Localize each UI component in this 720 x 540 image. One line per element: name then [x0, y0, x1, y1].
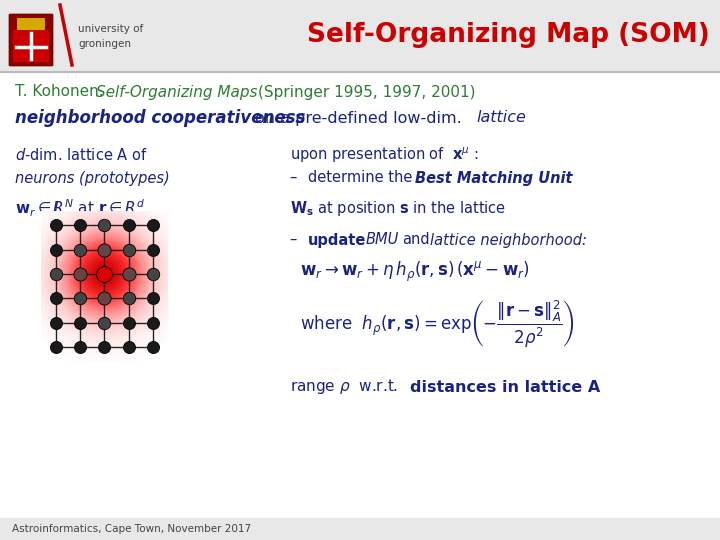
Text: T. Kohonen.: T. Kohonen.	[15, 84, 104, 99]
Text: neighborhood cooperativeness: neighborhood cooperativeness	[15, 109, 305, 127]
Point	[99, 294, 110, 303]
Point	[148, 221, 159, 230]
Point	[123, 245, 135, 254]
Text: upon presentation of  $\mathbf{x}^\mu$ :: upon presentation of $\mathbf{x}^\mu$ :	[290, 145, 479, 165]
Text: lattice neighborhood:: lattice neighborhood:	[430, 233, 587, 247]
Point	[123, 343, 135, 352]
Point	[148, 343, 159, 352]
Point	[74, 319, 86, 327]
Point	[148, 294, 159, 303]
Text: groningen: groningen	[78, 39, 131, 49]
Text: –: –	[290, 171, 302, 186]
Text: $\mathbf{w}_r \in I\!\!R^N$ at $\mathbf{r} \in I\!\!R^d$: $\mathbf{w}_r \in I\!\!R^N$ at $\mathbf{…	[15, 197, 145, 219]
Point	[50, 294, 61, 303]
Text: BMU: BMU	[366, 233, 400, 247]
FancyBboxPatch shape	[17, 18, 45, 30]
Point	[50, 221, 61, 230]
Point	[50, 245, 61, 254]
Text: Astroinformatics, Cape Town, November 2017: Astroinformatics, Cape Town, November 20…	[12, 524, 251, 534]
Point	[148, 269, 159, 278]
Point	[99, 221, 110, 230]
Text: and: and	[402, 233, 430, 247]
Text: university of: university of	[78, 24, 143, 34]
Point	[50, 343, 61, 352]
Point	[99, 245, 110, 254]
Text: range $\rho$  w.r.t.: range $\rho$ w.r.t.	[290, 377, 405, 396]
Point	[99, 343, 110, 352]
Text: (Springer 1995, 1997, 2001): (Springer 1995, 1997, 2001)	[258, 84, 475, 99]
Point	[74, 221, 86, 230]
Point	[148, 319, 159, 327]
Text: Self-Organizing Maps: Self-Organizing Maps	[96, 84, 258, 99]
Point	[123, 269, 135, 278]
Point	[99, 269, 110, 278]
Point	[99, 319, 110, 327]
Text: update: update	[308, 233, 366, 247]
Point	[74, 269, 86, 278]
Text: where  $h_\rho(\mathbf{r},\mathbf{s}) = \exp\!\left(-\dfrac{\|\mathbf{r}-\mathbf: where $h_\rho(\mathbf{r},\mathbf{s}) = \…	[300, 300, 575, 350]
Point	[50, 319, 61, 327]
Text: Best Matching Unit: Best Matching Unit	[415, 171, 572, 186]
Text: $\mathbf{w}_r \rightarrow \mathbf{w}_r + \eta\, h_\rho(\mathbf{r},\mathbf{s})\,(: $\mathbf{w}_r \rightarrow \mathbf{w}_r +…	[300, 260, 530, 284]
FancyBboxPatch shape	[9, 14, 53, 66]
Text: $d$-dim. lattice A of: $d$-dim. lattice A of	[15, 147, 148, 163]
Point	[50, 269, 61, 278]
Text: neurons (prototypes): neurons (prototypes)	[15, 171, 170, 186]
Text: –: –	[290, 233, 302, 247]
Point	[123, 319, 135, 327]
Point	[123, 221, 135, 230]
Point	[74, 294, 86, 303]
Text: distances in lattice A: distances in lattice A	[410, 380, 600, 395]
Text: Self-Organizing Map (SOM): Self-Organizing Map (SOM)	[307, 22, 710, 48]
FancyBboxPatch shape	[13, 30, 49, 62]
Text: determine the: determine the	[308, 171, 417, 186]
Bar	[0, 0, 720, 72]
Point	[148, 245, 159, 254]
Point	[123, 294, 135, 303]
Point	[74, 343, 86, 352]
Text: lattice: lattice	[476, 111, 526, 125]
Bar	[0, 518, 720, 540]
Text: $\mathbf{W_s}$ at position $\mathbf{s}$ in the lattice: $\mathbf{W_s}$ at position $\mathbf{s}$ …	[290, 199, 506, 218]
Text: on a pre-defined low-dim.: on a pre-defined low-dim.	[255, 111, 462, 125]
Point	[74, 245, 86, 254]
